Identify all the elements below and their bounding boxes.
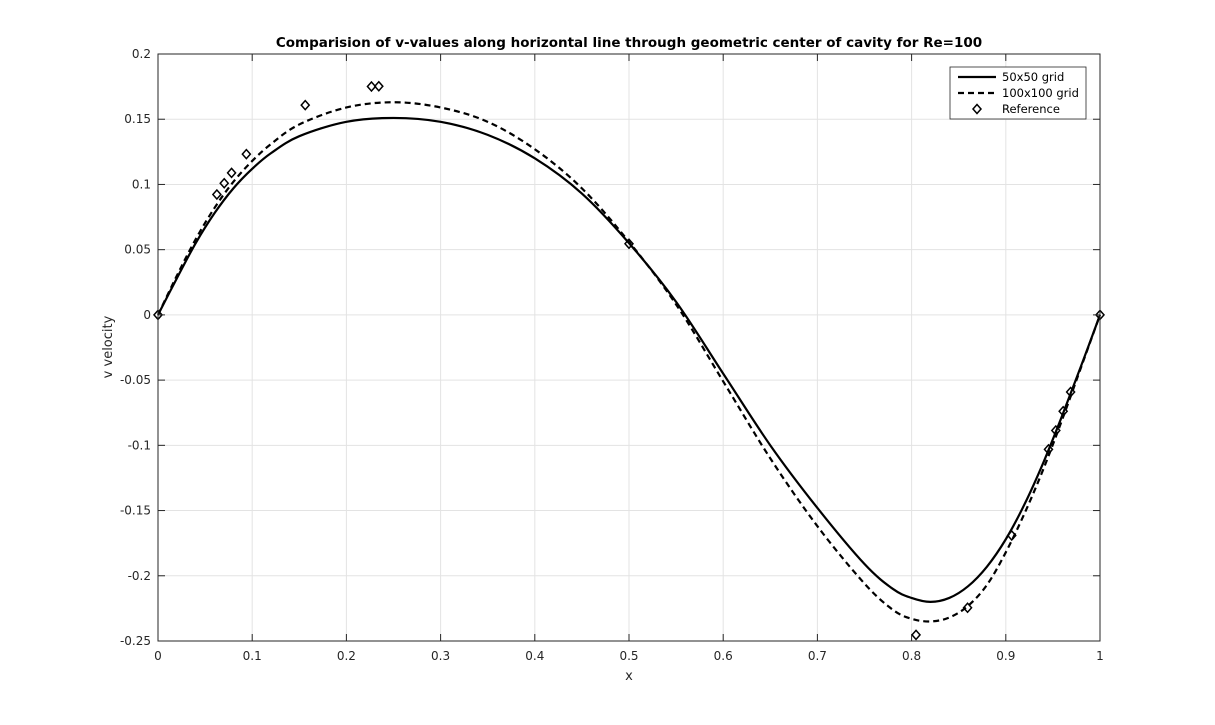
reference-point (1050, 424, 1061, 437)
reference-point (219, 177, 230, 189)
reference-point (962, 602, 973, 614)
y-tick-label: -0.2 (128, 569, 151, 583)
y-tick-label: 0 (143, 308, 151, 322)
x-tick-label: 0 (154, 649, 162, 663)
reference-point (623, 238, 635, 250)
legend-label-reference: Reference (1002, 102, 1060, 116)
reference-point (366, 80, 377, 93)
x-tick-label: 0.7 (808, 649, 827, 663)
y-axis-label: v velocity (101, 315, 116, 378)
x-tick-label: 0.9 (996, 649, 1015, 663)
y-tick-label: -0.15 (120, 504, 151, 518)
series-line-100x100 (157, 101, 1102, 623)
reference-point (241, 148, 252, 160)
reference-point (1058, 405, 1069, 417)
y-tick-label: 0.1 (132, 177, 151, 191)
x-tick-label: 0.5 (619, 649, 638, 663)
legend-label-100x100: 100x100 grid (1002, 86, 1079, 100)
reference-point (1065, 386, 1076, 398)
y-tick-label: 0.15 (124, 112, 151, 126)
legend-marker-reference (971, 103, 983, 115)
legend: 50x50 grid 100x100 grid Reference (949, 66, 1087, 120)
chart-title: Comparision of v-values along horizontal… (276, 35, 982, 51)
y-tick-label: -0.25 (120, 634, 151, 648)
reference-point (373, 80, 384, 92)
legend-label-50x50: 50x50 grid (1002, 70, 1064, 84)
reference-point (300, 99, 311, 111)
x-tick-label: 0.6 (714, 649, 733, 663)
series-line-50x50 (157, 116, 1102, 603)
x-tick-label: 0.1 (243, 649, 262, 663)
x-tick-label: 1 (1096, 649, 1104, 663)
data-series (152, 80, 1106, 641)
reference-point (911, 629, 922, 641)
y-tick-label: 0.05 (124, 243, 151, 257)
y-tick-label: 0.2 (132, 47, 151, 61)
x-tick-label: 0.8 (902, 649, 921, 663)
y-tick-label: -0.05 (120, 373, 151, 387)
x-axis-label: x (625, 669, 633, 684)
axis-ticks: 0 0.1 0.2 0.3 0.4 0.5 0.6 0.7 0.8 0.9 1 -0.25 -0.2 -0… (120, 47, 1104, 663)
reference-point (1043, 443, 1054, 456)
reference-point (1006, 529, 1017, 542)
reference-point (211, 188, 222, 201)
x-tick-label: 0.4 (525, 649, 544, 663)
x-tick-label: 0.3 (431, 649, 450, 663)
y-tick-label: -0.1 (128, 438, 151, 452)
x-tick-label: 0.2 (337, 649, 356, 663)
reference-point (226, 167, 237, 179)
